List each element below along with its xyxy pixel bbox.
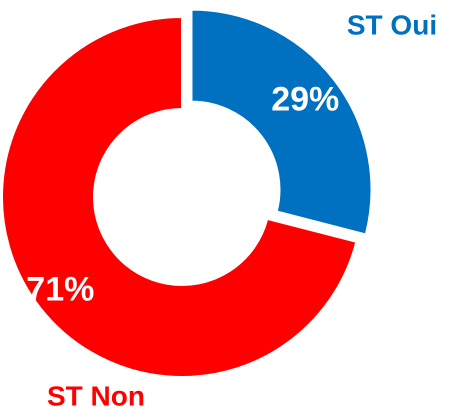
donut-slice	[190, 8, 373, 236]
value-label: 29%	[271, 80, 339, 118]
category-label: ST Non	[47, 380, 145, 411]
category-label: ST Oui	[347, 9, 437, 40]
donut-slice	[1, 15, 358, 378]
value-label: 71%	[26, 270, 94, 308]
